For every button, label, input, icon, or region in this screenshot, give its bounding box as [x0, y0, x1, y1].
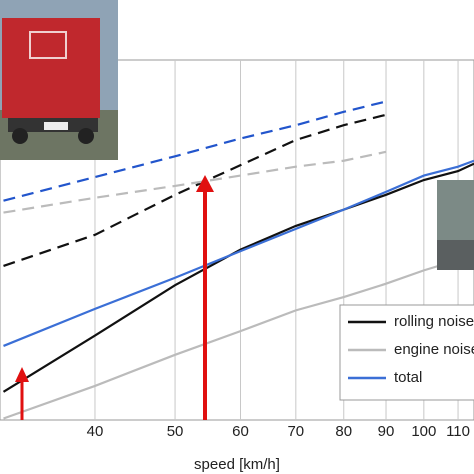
series-line — [3, 100, 387, 202]
x-tick-label: 50 — [167, 423, 184, 440]
truck-photo — [0, 0, 118, 160]
annotation-arrows — [15, 175, 214, 420]
x-tick-label: 60 — [232, 423, 249, 440]
x-tick-label: 100 — [411, 423, 436, 440]
series-line — [2, 162, 474, 393]
x-tick-label: 110 — [446, 423, 470, 440]
legend: rolling noise engine noise total — [348, 313, 474, 386]
road-photo — [437, 180, 474, 270]
legend-box — [339, 304, 474, 401]
x-tick-label: 40 — [87, 423, 104, 440]
legend-label: engine noise — [394, 341, 474, 358]
legend-label: total — [394, 369, 422, 386]
x-tick-label: 70 — [287, 423, 304, 440]
series-line — [3, 113, 387, 267]
x-tick-label: 90 — [378, 423, 395, 440]
legend-label: rolling noise — [394, 313, 474, 330]
lines — [2, 100, 474, 420]
x-axis: 40 50 60 70 80 90 100 110 — [87, 423, 470, 440]
series-line — [3, 159, 474, 347]
x-axis-title: speed [km/h] — [194, 456, 280, 473]
series-line — [3, 150, 387, 214]
x-tick-label: 80 — [335, 423, 352, 440]
